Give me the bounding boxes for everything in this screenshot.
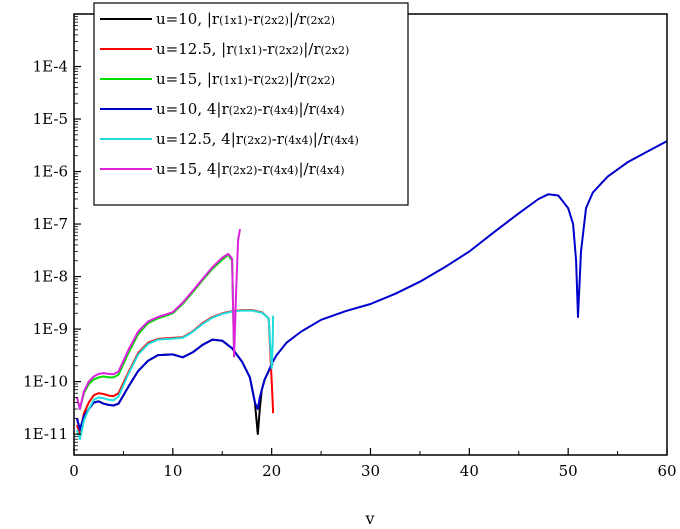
legend-entry-3: u=15, |r(1x1)-r(2x2)|/r(2x2) [156, 70, 335, 88]
x-tick-label: 10 [163, 462, 182, 480]
legend: u=10, |r(1x1)-r(2x2)|/r(2x2) u=12.5, |r(1… [93, 2, 409, 206]
y-tick-label: 1E-6 [33, 163, 68, 181]
series-line-3 [76, 253, 236, 410]
series-line-2 [76, 309, 275, 436]
legend-entry-5: u=12.5, 4|r(2x2)-r(4x4)|/r(4x4) [156, 130, 359, 148]
y-tick-label: 1E-5 [33, 110, 68, 128]
series-line-5 [76, 309, 275, 441]
x-tick-label: 40 [460, 462, 479, 480]
series-line-6 [76, 228, 241, 410]
x-tick-label: 20 [262, 462, 281, 480]
y-tick-label: 1E-9 [33, 320, 68, 338]
x-axis-title: v [364, 509, 374, 528]
legend-entry-2: u=12.5, |r(1x1)-r(2x2)|/r(2x2) [156, 40, 349, 58]
x-axis: 0 10 20 30 40 50 60 [69, 448, 677, 480]
y-axis: 1E-11 1E-10 1E-9 1E-8 1E-7 1E-6 1E-5 1E-4 [23, 16, 81, 456]
legend-entry-6: u=15, 4|r(2x2)-r(4x4)|/r(4x4) [156, 160, 345, 178]
x-tick-label: 50 [559, 462, 578, 480]
x-tick-label: 30 [361, 462, 380, 480]
y-tick-label: 1E-11 [23, 425, 68, 443]
y-tick-label: 1E-10 [23, 373, 68, 391]
legend-entry-4: u=10, 4|r(2x2)-r(4x4)|/r(4x4) [156, 100, 345, 118]
y-tick-label: 1E-8 [33, 268, 68, 286]
x-tick-label: 60 [657, 462, 676, 480]
x-tick-label: 0 [69, 462, 79, 480]
legend-box [93, 2, 409, 206]
y-tick-label: 1E-7 [33, 215, 68, 233]
y-tick-label: 1E-4 [33, 58, 68, 76]
series-line-1 [76, 338, 274, 436]
plot-lines [76, 140, 668, 441]
series-line-4 [76, 140, 668, 431]
legend-entry-1: u=10, |r(1x1)-r(2x2)|/r(2x2) [156, 10, 335, 28]
